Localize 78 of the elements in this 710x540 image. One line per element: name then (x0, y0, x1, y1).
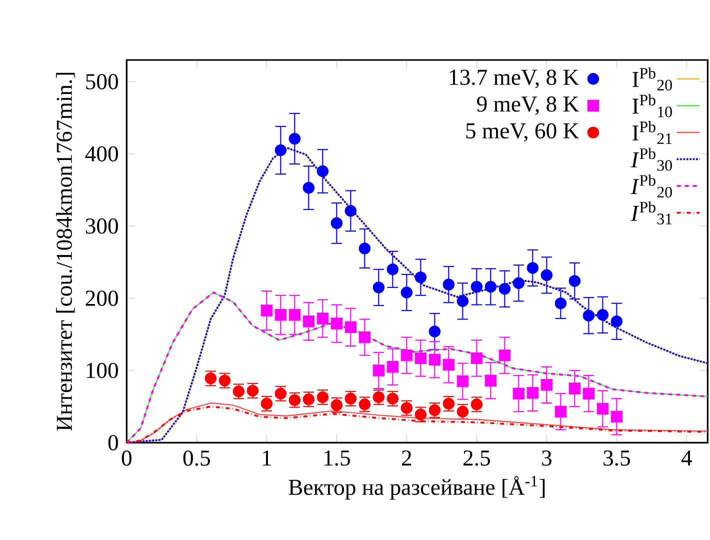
point (288, 132, 301, 145)
y-tick-label: 100 (86, 362, 118, 378)
point (526, 262, 539, 274)
point (302, 316, 315, 328)
point (372, 282, 385, 294)
y-axis-title: Интензитет [cou./1084kmon1767min.] (56, 72, 75, 431)
point (302, 182, 315, 194)
point (456, 295, 469, 308)
x-tick-label: 2 (402, 450, 412, 466)
x-tick-label: 4 (681, 450, 692, 466)
point (484, 374, 497, 386)
legend-label: 9 meV, 8 K (477, 96, 579, 116)
point (596, 402, 609, 415)
legend-label: I$^{Pb}$30 (630, 148, 672, 171)
point (568, 275, 581, 287)
point (442, 278, 455, 290)
point (554, 406, 567, 418)
x-tick-label: 0.5 (183, 450, 210, 466)
point (484, 280, 497, 293)
point (498, 349, 511, 362)
point (414, 271, 427, 284)
point (470, 352, 483, 364)
point (288, 309, 301, 321)
point (512, 277, 525, 289)
legend-label: I$^{Pb}$10 (632, 94, 672, 118)
point (386, 360, 399, 373)
point (470, 280, 483, 293)
point (428, 326, 441, 338)
x-tick-label: 1.5 (324, 450, 350, 466)
point (330, 318, 343, 330)
point (428, 354, 441, 366)
point (274, 144, 287, 156)
legend-label: 13.7 meV, 8 K (450, 70, 579, 88)
x-tick-label: 3 (542, 450, 552, 466)
point (442, 358, 455, 371)
x-tick-label: 2.5 (464, 450, 490, 466)
point (316, 165, 329, 178)
point (554, 297, 567, 310)
point (498, 283, 511, 295)
point (456, 375, 469, 388)
point (596, 309, 609, 321)
point (526, 386, 539, 399)
point (344, 205, 357, 217)
y-tick-label: 500 (86, 74, 118, 90)
legend-label: I$^{Pb}$31 (630, 201, 672, 224)
point (316, 312, 329, 324)
x-tick-label: 0 (122, 450, 132, 466)
x-axis-title: Вектор на разсейване [Å$^{-1}$] (288, 476, 545, 500)
point (568, 382, 581, 394)
point (372, 391, 385, 404)
legend-label: 5 meV, 60 K (466, 123, 579, 142)
y-tick-label: 300 (86, 218, 118, 234)
point (582, 388, 595, 400)
point (372, 364, 385, 376)
point (610, 410, 623, 423)
point (358, 331, 371, 344)
legend-label: I$^{Pb}$20 (632, 68, 672, 90)
point (260, 304, 273, 316)
x-tick-label: 3.5 (604, 450, 630, 466)
legend-label: I$^{Pb}$21 (632, 121, 672, 144)
point (358, 242, 371, 254)
point (582, 310, 595, 322)
point (386, 264, 399, 276)
point (540, 379, 553, 391)
point (512, 388, 525, 400)
point (400, 349, 413, 362)
point (400, 286, 413, 298)
point (330, 217, 343, 230)
point (610, 316, 623, 328)
y-tick-label: 400 (85, 146, 118, 162)
x-tick-label: 1 (262, 450, 271, 466)
point (540, 269, 553, 282)
legend-label: I$^{Pb}$20 (630, 174, 672, 198)
y-tick-label: 200 (86, 290, 118, 306)
y-tick-label: 0 (108, 435, 118, 450)
point (344, 321, 357, 334)
point (414, 352, 427, 364)
point (274, 309, 287, 321)
